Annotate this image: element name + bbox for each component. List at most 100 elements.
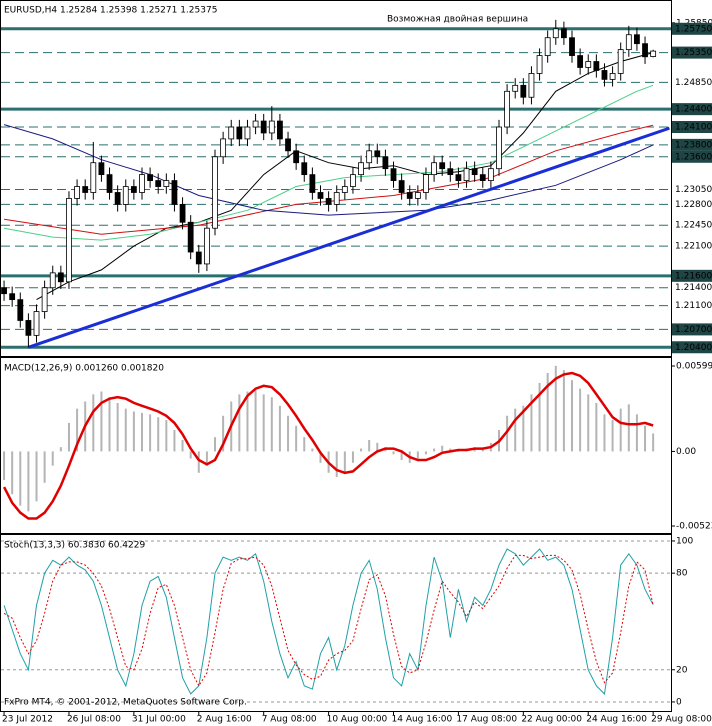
histogram-bar xyxy=(319,451,322,463)
candle-body xyxy=(504,90,511,128)
histogram-bar xyxy=(51,451,54,466)
histogram-bar xyxy=(538,382,541,452)
candle-body xyxy=(593,61,600,71)
level-label: 1.21400 xyxy=(675,283,712,293)
histogram-bar xyxy=(19,451,22,506)
candle-body xyxy=(609,73,616,80)
x-tick-label: 10 Aug 00:00 xyxy=(327,715,388,725)
histogram-bar xyxy=(522,405,525,452)
histogram-bar xyxy=(433,448,436,452)
candle-body xyxy=(358,162,364,176)
histogram-bar xyxy=(238,394,241,452)
candle-body xyxy=(479,174,486,181)
candle-body xyxy=(41,287,48,312)
histogram-bar xyxy=(441,445,444,452)
histogram-bar xyxy=(571,380,574,452)
candle-body xyxy=(301,162,308,176)
candle-body xyxy=(285,138,291,152)
candle-body xyxy=(406,192,413,199)
histogram-bar xyxy=(287,415,290,452)
copyright: FxPro MT4, © 2001-2012, MetaQuotes Softw… xyxy=(4,698,247,708)
y-tick-label: 0.00599 xyxy=(676,361,712,371)
candle-body xyxy=(560,28,567,39)
candle-body xyxy=(325,198,332,205)
candle-body xyxy=(544,37,551,56)
histogram-bar xyxy=(132,411,135,452)
x-tick-label: 17 Aug 08:00 xyxy=(456,715,517,725)
histogram-bar xyxy=(351,451,354,463)
candle-body xyxy=(650,50,657,57)
x-tick-label: 29 Aug 08:00 xyxy=(651,715,712,725)
level-label: 1.20700 xyxy=(675,325,712,335)
candle-body xyxy=(552,28,559,39)
x-tick-label: 24 Aug 16:00 xyxy=(586,715,647,725)
plot-area xyxy=(1,19,671,349)
candle-body xyxy=(17,299,24,321)
x-tick-label: 23 Jul 2012 xyxy=(2,715,53,725)
histogram-bar xyxy=(400,451,403,460)
candle-body xyxy=(147,174,154,181)
candle-body xyxy=(187,221,194,253)
histogram-bar xyxy=(189,451,192,459)
y-tick-label: -0.00523 xyxy=(676,522,712,532)
candle-body xyxy=(244,126,251,140)
histogram-bar xyxy=(67,422,70,452)
level-label-box xyxy=(672,150,712,163)
x-tick-label: 14 Aug 16:00 xyxy=(392,715,453,725)
candle-body xyxy=(122,186,129,205)
candle-body xyxy=(374,150,381,158)
histogram-bar xyxy=(157,417,160,452)
histogram-bar xyxy=(35,451,38,502)
histogram-bar xyxy=(457,451,460,452)
histogram-bar xyxy=(278,405,281,452)
candle-body xyxy=(309,174,316,193)
indicator-line xyxy=(4,84,654,241)
level-label: 1.23600 xyxy=(675,152,712,162)
candle-body xyxy=(1,287,7,295)
macd-panel xyxy=(0,357,672,534)
candle-body xyxy=(439,162,446,170)
histogram-bar xyxy=(76,408,79,452)
y-tick-label: 20 xyxy=(676,665,688,675)
histogram-bar xyxy=(3,451,6,480)
candle-body xyxy=(252,120,259,128)
histogram-bar xyxy=(506,415,509,452)
histogram-bar xyxy=(530,394,533,452)
histogram-bar xyxy=(100,391,103,452)
oscillator-line xyxy=(3,548,654,695)
histogram-bar xyxy=(222,415,225,452)
candle-body xyxy=(577,55,584,68)
signal-line xyxy=(2,371,654,520)
panel-title: Stoch(13,3,3) 60.3830 60.4229 xyxy=(4,541,145,551)
level-label: 1.24850 xyxy=(675,78,712,88)
candle-body xyxy=(268,120,275,134)
x-tick-label: 7 Aug 08:00 xyxy=(262,715,317,725)
candle-body xyxy=(260,120,267,134)
x-tick-label: 31 Jul 00:00 xyxy=(132,715,186,725)
level-label-box xyxy=(672,323,712,336)
histogram-bar xyxy=(173,430,176,452)
histogram-bar xyxy=(627,404,630,452)
candle-body xyxy=(33,311,40,336)
candle-body xyxy=(333,192,340,205)
y-tick-label: 0.00 xyxy=(676,447,696,457)
histogram-bar xyxy=(416,451,419,459)
candle-body xyxy=(203,227,210,265)
level-label-box xyxy=(672,269,712,282)
histogram-bar xyxy=(546,372,549,452)
histogram-bar xyxy=(335,451,338,478)
histogram-bar xyxy=(611,420,614,452)
histogram-bar xyxy=(43,451,46,483)
candle-body xyxy=(625,34,632,51)
level-label: 1.20400 xyxy=(675,343,712,353)
candle-body xyxy=(390,168,397,181)
candle-body xyxy=(642,43,648,58)
candle-body xyxy=(431,162,437,176)
level-label-box xyxy=(672,103,712,116)
histogram-bar xyxy=(295,425,298,452)
candle-body xyxy=(366,150,373,164)
level-label-box xyxy=(672,121,712,134)
candle-body xyxy=(49,272,56,289)
histogram-bar xyxy=(262,394,265,452)
